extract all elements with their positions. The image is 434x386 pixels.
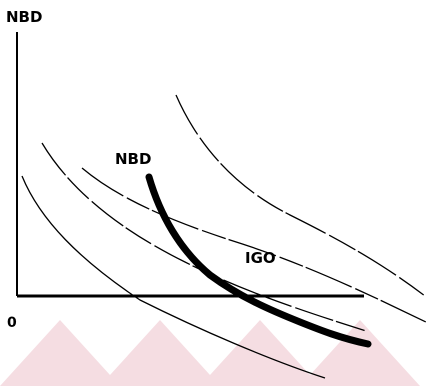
igo-curve-label: IGO: [245, 249, 276, 267]
watermark-shape: [200, 320, 320, 386]
watermark-shape: [0, 320, 120, 386]
y-axis-label: NBD: [6, 8, 42, 26]
watermark-shape: [100, 320, 220, 386]
nbd-curve: [145, 173, 372, 348]
origin-label: 0: [7, 315, 17, 331]
thin-curve-3: [81, 167, 429, 324]
watermark-shape: [300, 320, 420, 386]
nbd-curve-label: NBD: [115, 150, 151, 168]
thin-curve-1: [21, 175, 326, 379]
thin-curve-2: [41, 142, 367, 332]
thin-curve-4: [175, 94, 426, 297]
watermark: [0, 320, 420, 386]
